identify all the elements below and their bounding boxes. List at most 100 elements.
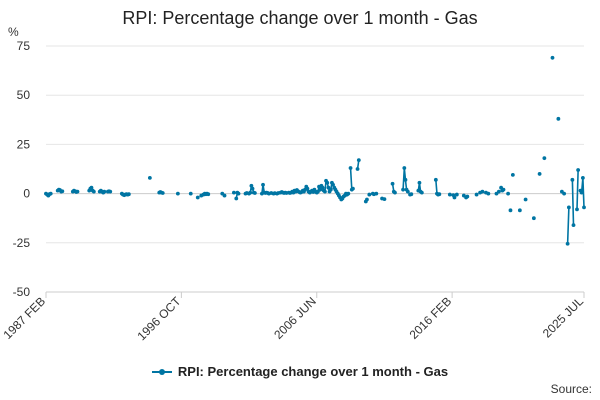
data-point [331,182,335,187]
data-point [249,183,254,188]
data-point [351,186,355,191]
data-point [175,191,180,196]
data-point [565,241,570,246]
data-point [126,192,131,197]
data-point [328,187,333,192]
data-point [75,189,80,194]
data-point [390,181,395,186]
data-point [382,197,387,202]
chart-title: RPI: Percentage change over 1 month - Ga… [122,8,478,28]
data-point [60,189,65,194]
data-point [556,116,561,121]
data-point [346,191,351,196]
data-point [409,192,414,197]
data-point [323,189,327,194]
data-point [102,189,107,194]
data-point [236,191,241,196]
x-tick-label: 2016 FEB [407,294,455,342]
data-point [580,175,585,180]
data-point [452,195,457,200]
data-point [222,193,227,198]
data-point [523,197,528,202]
data-point [188,191,193,196]
data-point [320,185,325,190]
x-tick-label: 1996 OCT [134,294,184,344]
data-point [506,191,510,196]
data-point [305,186,310,191]
data-point [348,166,353,170]
data-point [160,191,165,195]
data-point [367,192,372,197]
x-tick-label: 2025 JUL [540,294,586,340]
data-point [261,182,265,187]
y-tick-label: 50 [17,88,31,102]
series-gas [44,55,586,246]
data-point [402,166,407,170]
data-point [486,191,491,196]
data-point [248,190,253,195]
data-point [433,177,438,182]
y-tick-label: 0 [23,187,30,201]
data-point [147,175,152,180]
gridlines [46,45,584,293]
data-point [517,208,522,213]
data-point [250,186,255,191]
data-point [454,192,459,197]
data-point [356,158,361,163]
data-point [576,168,581,172]
x-tick-label: 2006 JUN [271,294,319,342]
legend-swatch [151,367,172,377]
y-tick-label: 75 [17,39,31,53]
data-point [571,223,576,227]
data-point [91,189,96,194]
data-point [531,216,536,221]
data-point [206,192,211,197]
data-point [403,177,408,182]
data-point [575,207,579,212]
data-point [405,189,410,194]
data-point [566,205,571,210]
data-point [537,172,542,176]
data-point [474,192,479,197]
data-point [234,196,239,201]
data-point [480,189,485,194]
data-point [48,191,53,196]
data-point [579,190,584,195]
data-point [562,191,567,196]
data-point [447,192,452,197]
y-axis-unit-label: % [8,25,19,39]
data-point [195,195,200,200]
legend: RPI: Percentage change over 1 month - Ga… [0,364,600,380]
data-point [508,208,513,213]
y-tick-label: -25 [13,236,31,250]
data-point [417,180,422,185]
data-point [510,173,515,177]
series-line [45,160,585,244]
data-point [582,205,586,210]
data-point [365,197,369,202]
data-point [437,192,442,197]
data-point [393,190,397,195]
data-point [419,190,424,195]
data-point [496,189,501,194]
data-point [401,187,405,192]
x-tick-label: 1987 FEB [0,294,48,342]
data-point [570,177,575,182]
y-tick-label: -50 [13,285,31,299]
data-point [374,191,379,196]
data-point [501,187,506,192]
data-point [231,190,236,195]
data-point [325,180,330,185]
data-point [89,185,94,190]
legend-label: RPI: Percentage change over 1 month - Ga… [177,364,449,379]
source-label: Source: [550,382,592,396]
data-point [108,189,113,194]
data-point [465,194,470,199]
data-point [550,55,555,60]
y-tick-label: 25 [17,137,31,151]
data-point [355,167,360,171]
data-point [542,156,547,161]
data-point [253,191,257,195]
